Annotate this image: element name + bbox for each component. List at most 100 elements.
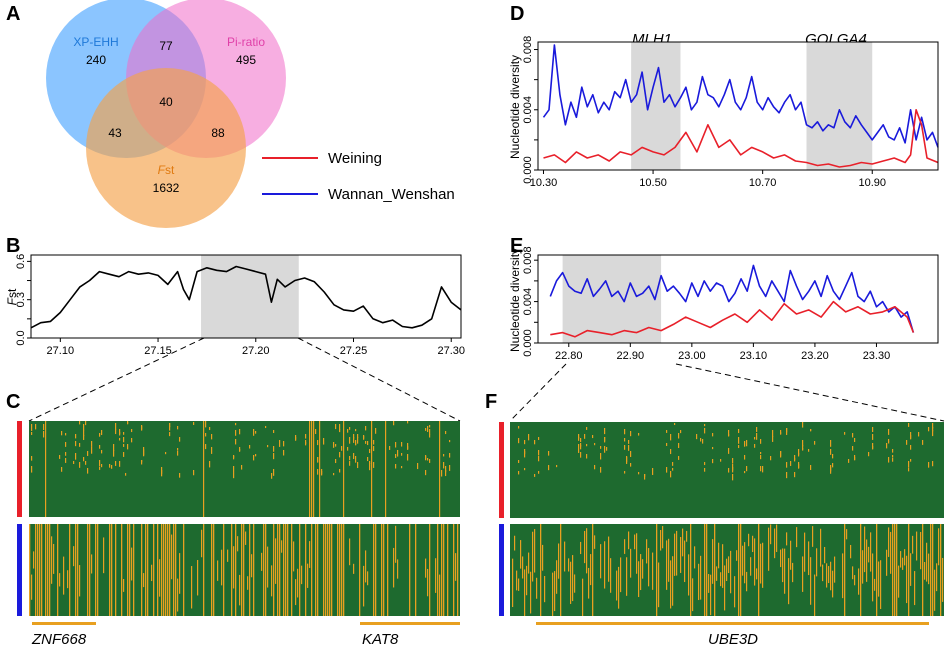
haploC-top-allele	[119, 432, 121, 435]
haploC-bottom-allele-col	[343, 524, 345, 616]
chartD-x-tick-label: 10.90	[858, 177, 886, 189]
haploC-top-allele	[445, 470, 447, 477]
haplotype-heatmap-c	[29, 421, 460, 616]
haploF-top-allele	[700, 438, 702, 442]
haploC-top-allele	[369, 449, 371, 454]
haploF-top-allele	[760, 439, 762, 444]
haploF-bottom-allele	[718, 542, 720, 569]
haploF-top-allele	[638, 472, 640, 475]
haploF-bottom-allele	[698, 563, 700, 601]
haploC-bottom-allele-col	[223, 524, 225, 616]
haploC-top-allele	[363, 436, 365, 439]
haploC-bottom-allele	[365, 550, 367, 583]
gene-label-znf668: ZNF668	[31, 631, 87, 648]
haploC-top-allele	[205, 433, 207, 437]
haploC-top-allele	[445, 431, 447, 435]
haploC-top-allele	[333, 473, 335, 476]
haploC-top-allele	[43, 431, 45, 438]
haploF-top-allele	[760, 452, 762, 455]
haploF-bottom-allele	[586, 528, 588, 574]
haploC-bottom-allele	[227, 549, 229, 562]
haploF-top-allele	[746, 440, 748, 447]
haploC-top-allele	[365, 426, 367, 431]
haploC-top-allele	[177, 451, 179, 456]
haploF-top-allele	[604, 446, 606, 453]
haploC-top-allele	[91, 447, 93, 454]
haploC-bottom-allele	[309, 541, 311, 568]
haploF-bottom-allele	[552, 572, 554, 616]
haploC-bottom-allele-col	[429, 524, 431, 616]
haploC-bottom-allele	[221, 549, 223, 586]
haploC-top-allele	[443, 462, 445, 469]
haploC-top-allele	[239, 429, 241, 435]
haploC-bottom-allele-col	[211, 524, 213, 616]
haploF-top-allele	[852, 433, 854, 438]
haploC-bottom-allele-col	[249, 524, 251, 616]
haploF-bottom-allele	[866, 539, 868, 582]
haploF-bottom-allele	[784, 548, 786, 594]
haploF-bottom-allele	[628, 531, 630, 550]
haploC-top-allele-col	[439, 421, 441, 517]
haploF-top-allele	[810, 465, 812, 470]
haploF-bottom-allele	[712, 539, 714, 584]
haploC-bottom-allele	[271, 565, 273, 597]
haploF-top-allele	[872, 443, 874, 449]
haploF-top-allele	[578, 434, 580, 439]
haploC-top-allele	[83, 435, 85, 440]
haploF-bottom-allele	[782, 548, 784, 583]
haploF-top-allele	[712, 459, 714, 464]
haploC-top-allele	[177, 426, 179, 430]
chartB-series-fst	[30, 265, 462, 329]
haploF-bottom-allele	[672, 556, 674, 606]
haploC-bottom-allele-col	[175, 524, 177, 616]
haploF-bottom-allele	[716, 566, 718, 581]
haploC-top-allele	[205, 444, 207, 450]
haploF-top-allele	[798, 462, 800, 469]
haploC-bottom-allele-col	[443, 524, 445, 616]
haploF-top-allele	[738, 445, 740, 449]
gene-label-ube3d: UBE3D	[708, 631, 758, 648]
haploF-top-allele	[518, 426, 520, 429]
haploF-bottom-allele	[516, 570, 518, 591]
haploF-top-allele	[624, 471, 626, 474]
haploC-top-allele	[111, 465, 113, 469]
haploC-top-allele	[87, 468, 89, 474]
haploC-top-allele-col	[45, 421, 47, 517]
haploC-bottom-allele-col	[147, 524, 149, 616]
haploC-top-allele	[59, 455, 61, 459]
haploC-top-allele-col	[371, 421, 373, 517]
haploF-top-allele	[744, 441, 746, 447]
haploC-bottom-allele	[73, 546, 75, 567]
haploC-top-allele	[373, 440, 375, 445]
haploF-bottom-allele	[916, 531, 918, 561]
haploF-top-allele	[670, 471, 672, 478]
haploC-bottom-allele-col	[359, 524, 361, 616]
haploF-top-allele	[528, 434, 530, 441]
haploF-bottom-allele	[748, 533, 750, 547]
haploF-bottom-allele	[938, 528, 940, 566]
haploC-top-allele	[401, 466, 403, 469]
haploF-top-allele	[910, 459, 912, 462]
haploF-bottom-allele	[642, 559, 644, 579]
haploF-top-allele	[600, 467, 602, 473]
haploF-bottom-allele	[530, 571, 532, 614]
haploF-top-allele	[624, 445, 626, 450]
haploF-bottom-allele	[728, 556, 730, 574]
haploC-top-allele	[169, 426, 171, 431]
haploF-top-allele	[872, 434, 874, 440]
f-gene-bar-ube3d	[536, 622, 929, 625]
haploF-top-allele	[738, 437, 740, 444]
haploF-top-allele	[868, 452, 870, 457]
haploC-top-allele	[355, 456, 357, 463]
haploF-top-allele	[678, 433, 680, 439]
haploF-bottom-allele	[924, 561, 926, 580]
haploF-top-allele	[586, 444, 588, 447]
haploC-bottom-allele	[31, 574, 33, 600]
haploC-bottom-allele	[67, 570, 69, 589]
haploF-top-allele	[780, 432, 782, 435]
haploC-top-allele	[369, 461, 371, 465]
haploF-bottom-allele-col	[894, 524, 896, 616]
haploF-bottom-allele	[544, 576, 546, 603]
haploC-bottom-allele-col	[447, 524, 449, 616]
